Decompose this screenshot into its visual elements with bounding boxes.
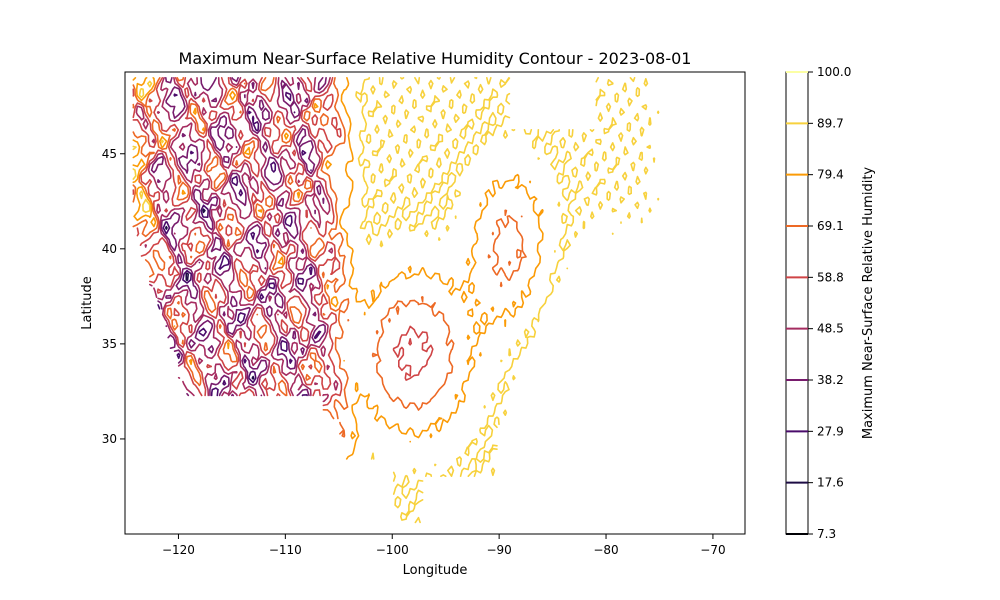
colorbar-tick-label: 89.7 [817, 116, 844, 130]
contour-level-58-8 [132, 77, 434, 407]
colorbar-tick-label: 7.3 [817, 527, 836, 541]
x-tick-label: −80 [593, 543, 618, 557]
colorbar-levels: 7.3 17.6 27.9 38.2 48.5 58.8 69.1 79.4 89.7 100.0 [786, 65, 851, 541]
plot-frame [124, 71, 746, 535]
x-tick-label: −90 [486, 543, 511, 557]
y-tick-label: 35 [102, 337, 117, 351]
colorbar-tick-label: 100.0 [817, 65, 851, 79]
x-tick-label: −120 [162, 543, 195, 557]
contour-level-48-5 [135, 77, 339, 403]
contour-level-79-4 [132, 77, 544, 460]
x-axis: −120 −110 −100 −90 −80 −70 [162, 534, 726, 557]
chart-title: Maximum Near-Surface Relative Humidity C… [179, 49, 692, 68]
y-tick-label: 45 [102, 147, 117, 161]
y-tick-label: 40 [102, 242, 117, 256]
x-axis-label: Longitude [403, 563, 468, 578]
contour-level-69-1 [132, 77, 527, 438]
colorbar-tick-label: 58.8 [817, 270, 844, 284]
x-tick-label: −110 [269, 543, 302, 557]
colorbar-tick-label: 79.4 [817, 168, 844, 182]
colorbar-tick-label: 27.9 [817, 424, 844, 438]
y-tick-label: 30 [102, 432, 117, 446]
x-tick-label: −70 [700, 543, 725, 557]
contour-level-27-9 [157, 91, 322, 397]
colorbar-tick-label: 17.6 [817, 476, 844, 490]
contour-level-89-7 [132, 77, 660, 524]
contour-level-17-6 [165, 208, 255, 380]
plot-area [124, 71, 746, 535]
colorbar-tick-label: 48.5 [817, 322, 844, 336]
colorbar-label: Maximum Near-Surface Relative Humidity [861, 167, 876, 440]
colorbar: 7.3 17.6 27.9 38.2 48.5 58.8 69.1 79.4 89.7 100.0 [785, 65, 851, 541]
y-axis-label: Latitude [80, 276, 95, 330]
x-tick-label: −100 [376, 543, 409, 557]
colorbar-tick-label: 69.1 [817, 219, 844, 233]
y-axis: 30 35 40 45 [102, 147, 125, 446]
contour-level-38-2 [150, 77, 327, 397]
colorbar-tick-label: 38.2 [817, 373, 844, 387]
colorbar-frame [785, 71, 809, 535]
contour-lines [132, 77, 660, 524]
